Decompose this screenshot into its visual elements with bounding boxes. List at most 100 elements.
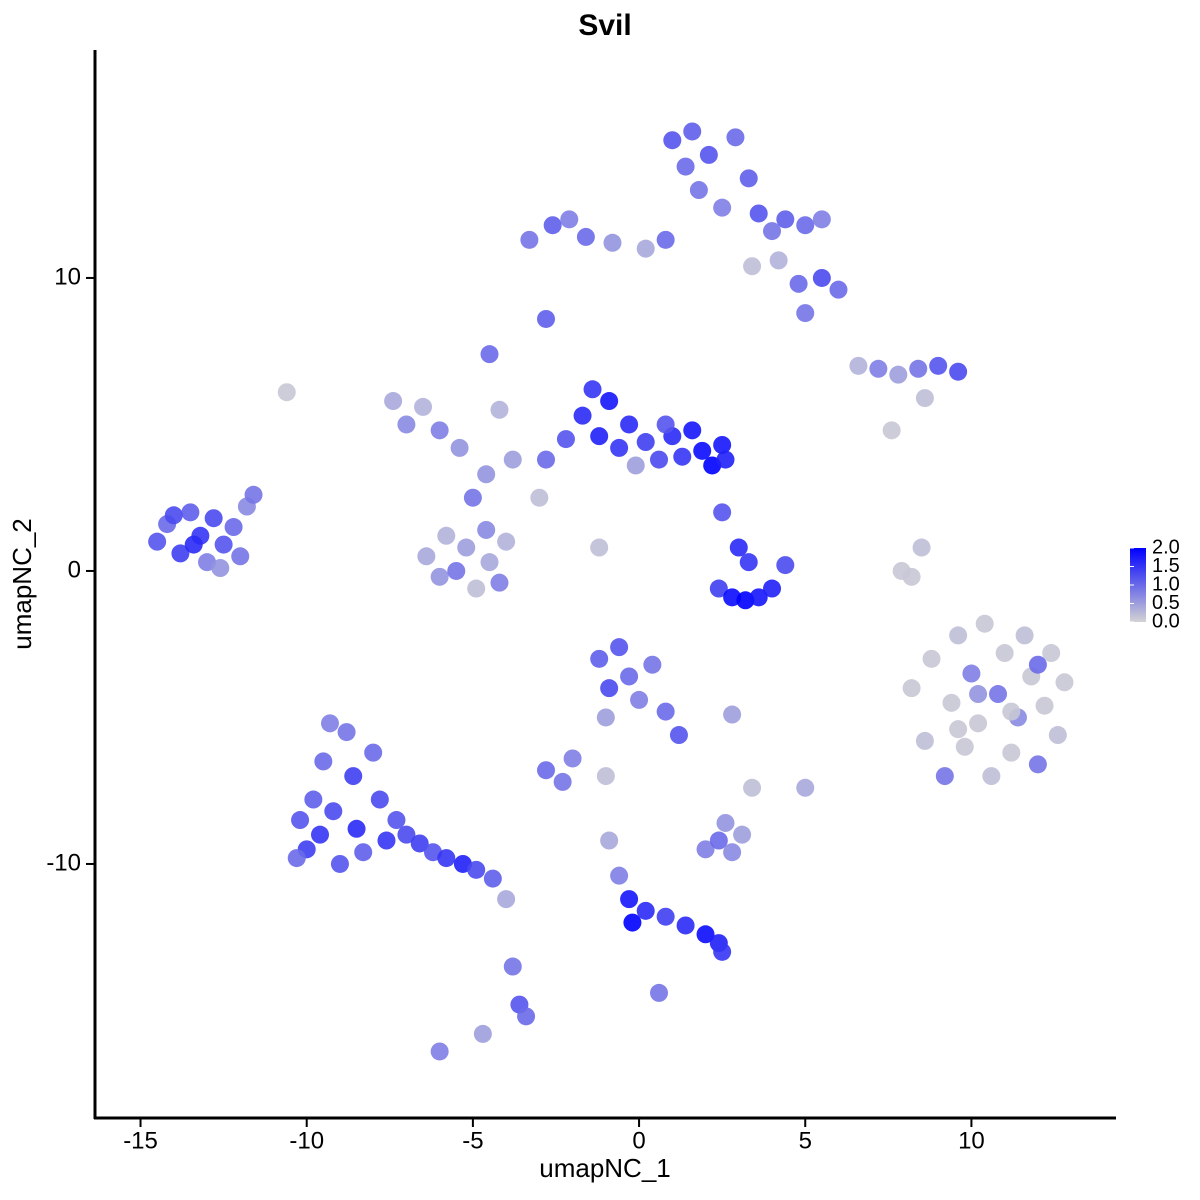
point xyxy=(430,421,449,440)
point xyxy=(955,737,974,756)
point xyxy=(181,503,200,522)
point xyxy=(749,588,768,607)
point xyxy=(1035,696,1054,715)
point xyxy=(497,890,516,909)
point xyxy=(304,790,323,809)
point xyxy=(949,720,968,739)
point xyxy=(430,1042,449,1061)
point xyxy=(583,380,602,399)
colorbar-label: 2.0 xyxy=(1152,536,1180,558)
point xyxy=(287,849,306,868)
point xyxy=(543,216,562,235)
point xyxy=(656,907,675,926)
point xyxy=(354,843,373,862)
y-tick-label: 10 xyxy=(54,263,81,290)
x-tick-label: 10 xyxy=(958,1127,985,1154)
point xyxy=(520,230,539,249)
point xyxy=(364,743,383,762)
point xyxy=(231,547,250,566)
point xyxy=(796,778,815,797)
point xyxy=(763,579,782,598)
point xyxy=(650,450,669,469)
point xyxy=(723,705,742,724)
point xyxy=(869,359,888,378)
point xyxy=(969,714,988,733)
point xyxy=(397,825,416,844)
point xyxy=(726,128,745,147)
x-tick-label: 0 xyxy=(632,1127,645,1154)
point xyxy=(450,438,469,457)
point xyxy=(935,767,954,786)
point xyxy=(620,667,639,686)
point xyxy=(683,122,702,141)
point xyxy=(743,778,762,797)
point xyxy=(620,415,639,434)
point xyxy=(636,239,655,258)
point xyxy=(330,854,349,873)
point xyxy=(739,169,758,188)
point xyxy=(480,345,499,364)
point xyxy=(949,362,968,381)
point xyxy=(414,397,433,416)
y-axis-title: umapNC_2 xyxy=(7,518,37,650)
point xyxy=(503,450,522,469)
point xyxy=(683,421,702,440)
point xyxy=(663,131,682,150)
point xyxy=(796,304,815,323)
point xyxy=(849,356,868,375)
point xyxy=(696,840,715,859)
y-tick-label: -10 xyxy=(46,849,81,876)
point xyxy=(713,942,732,961)
point xyxy=(733,825,752,844)
point xyxy=(204,509,223,528)
point xyxy=(377,831,396,850)
point xyxy=(537,309,556,328)
point xyxy=(749,204,768,223)
point xyxy=(224,518,243,537)
point xyxy=(650,983,669,1002)
colorbar-label: 1.5 xyxy=(1152,555,1180,577)
point xyxy=(789,274,808,293)
point xyxy=(630,690,649,709)
point xyxy=(473,1024,492,1043)
point xyxy=(643,655,662,674)
point xyxy=(590,427,609,446)
point xyxy=(314,752,333,771)
point xyxy=(610,438,629,457)
point xyxy=(311,825,330,844)
point xyxy=(699,145,718,164)
point xyxy=(600,392,619,411)
point xyxy=(1002,702,1021,721)
point xyxy=(975,614,994,633)
point xyxy=(713,503,732,522)
point xyxy=(344,767,363,786)
point xyxy=(610,866,629,885)
point xyxy=(483,869,502,888)
point xyxy=(467,579,486,598)
point xyxy=(693,441,712,460)
point xyxy=(603,233,622,252)
point xyxy=(596,767,615,786)
x-tick-label: -10 xyxy=(289,1127,324,1154)
point xyxy=(673,447,692,466)
point xyxy=(776,556,795,575)
point xyxy=(573,406,592,425)
point xyxy=(530,488,549,507)
x-tick-label: -15 xyxy=(123,1127,158,1154)
point xyxy=(769,251,788,270)
point xyxy=(1042,644,1061,663)
point xyxy=(184,535,203,554)
point xyxy=(713,198,732,217)
point xyxy=(590,538,609,557)
point xyxy=(623,913,642,932)
point xyxy=(596,708,615,727)
point xyxy=(417,547,436,566)
point xyxy=(553,772,572,791)
point xyxy=(922,649,941,668)
point xyxy=(171,544,190,563)
point xyxy=(949,626,968,645)
colorbar-label: 0.5 xyxy=(1152,592,1180,614)
point xyxy=(337,723,356,742)
point xyxy=(600,679,619,698)
point xyxy=(537,450,556,469)
